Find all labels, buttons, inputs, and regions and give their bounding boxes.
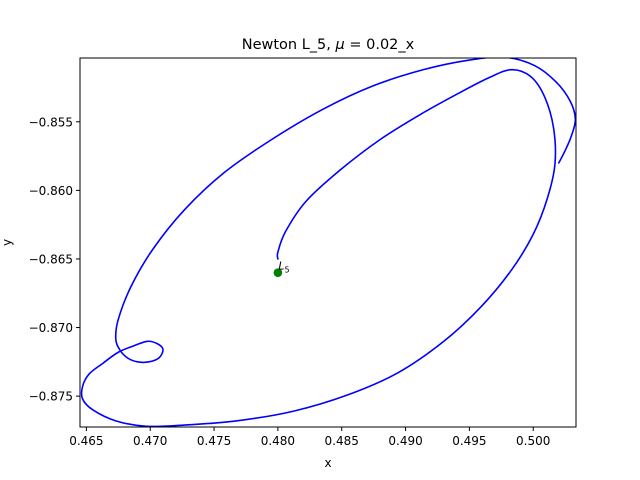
chart-title-suffix: = 0.02_x (345, 37, 415, 53)
x-tick-label: 0.465 (69, 434, 103, 448)
plot-points: L5 (273, 260, 290, 277)
x-axis-label: x (324, 456, 331, 470)
y-axis-ticks: −0.855 −0.860 −0.865 −0.870 −0.875 (29, 115, 80, 404)
x-tick-label: 0.495 (452, 434, 486, 448)
chart-title-mu: μ (335, 37, 345, 53)
point-marker-L5 (273, 268, 283, 277)
y-axis-label: y (0, 239, 14, 246)
y-tick-label: −0.870 (29, 321, 73, 335)
chart-title: Newton L_5, μ = 0.02_x (242, 37, 415, 53)
axes-frame (79, 57, 577, 428)
y-tick-label: −0.860 (29, 184, 73, 198)
x-tick-label: 0.470 (133, 434, 167, 448)
chart-title-prefix: Newton L_5, (242, 37, 336, 53)
point-label-L5: L5 (278, 260, 289, 275)
x-tick-label: 0.480 (261, 434, 295, 448)
y-tick-label: −0.875 (29, 390, 73, 404)
x-tick-label: 0.485 (325, 434, 359, 448)
series-line-trajectory (80, 58, 576, 427)
plot-lines (80, 58, 576, 427)
x-tick-label: 0.490 (388, 434, 422, 448)
y-tick-label: −0.855 (29, 115, 73, 129)
x-tick-label: 0.500 (516, 434, 550, 448)
y-tick-label: −0.865 (29, 252, 73, 266)
x-tick-label: 0.475 (197, 434, 231, 448)
x-axis-ticks: 0.465 0.470 0.475 0.480 0.485 0.490 0.495 0.500 (69, 427, 550, 448)
